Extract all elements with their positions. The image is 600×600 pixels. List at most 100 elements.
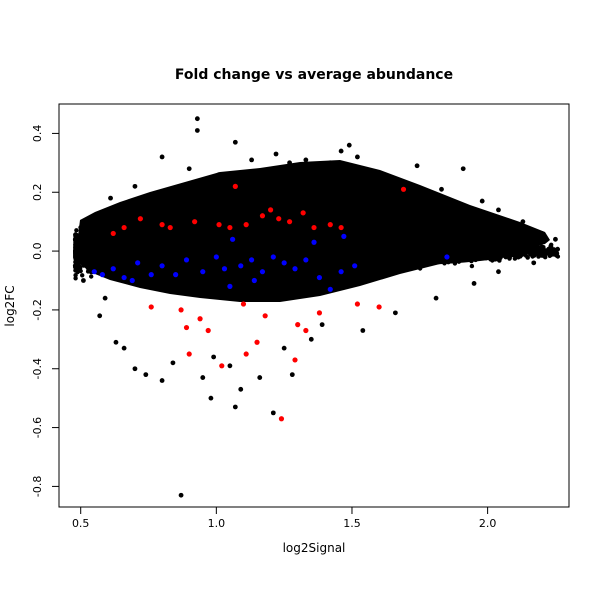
x-tick-label: 0.5 xyxy=(72,517,90,530)
data-point xyxy=(73,273,78,278)
data-point xyxy=(78,265,83,270)
down-point xyxy=(238,263,244,269)
data-point xyxy=(164,253,170,258)
data-point xyxy=(302,246,307,252)
data-point xyxy=(482,246,488,252)
bulk-cloud-layer xyxy=(72,116,561,498)
data-point xyxy=(547,248,552,253)
data-point xyxy=(210,249,215,255)
data-point xyxy=(424,238,429,244)
up-point xyxy=(327,222,333,228)
data-point xyxy=(257,375,263,380)
data-point xyxy=(146,242,151,247)
data-point xyxy=(172,260,177,265)
data-point xyxy=(231,248,237,253)
data-point xyxy=(376,175,382,180)
data-point xyxy=(390,264,395,269)
data-point xyxy=(157,234,163,239)
data-point xyxy=(533,249,539,254)
data-point xyxy=(78,248,83,253)
data-point xyxy=(95,249,100,254)
data-point xyxy=(148,231,154,236)
data-point xyxy=(238,238,244,243)
data-point xyxy=(102,242,108,247)
data-point xyxy=(78,237,84,242)
data-point xyxy=(131,222,136,227)
down-point xyxy=(281,260,287,266)
data-point xyxy=(256,244,261,249)
data-point xyxy=(184,268,189,273)
data-point xyxy=(139,267,145,272)
data-point xyxy=(408,237,414,243)
data-point xyxy=(162,239,168,244)
up-point xyxy=(243,222,249,228)
up-point xyxy=(295,322,301,328)
data-point xyxy=(281,250,286,255)
up-point xyxy=(292,357,298,363)
data-point xyxy=(369,253,374,258)
data-point xyxy=(417,266,423,271)
up-point xyxy=(186,351,192,357)
data-point xyxy=(179,227,184,232)
x-tick-label: 1.5 xyxy=(343,517,361,530)
data-point xyxy=(102,261,107,267)
data-point xyxy=(177,242,182,247)
x-axis: 0.5 1.0 1.5 2.0 xyxy=(72,506,497,530)
data-point xyxy=(89,257,94,263)
up-point xyxy=(243,351,249,357)
data-point xyxy=(132,366,138,372)
data-point xyxy=(278,237,283,243)
data-point xyxy=(364,230,369,236)
data-point xyxy=(78,225,84,230)
data-point xyxy=(225,247,230,252)
down-point xyxy=(110,266,116,272)
data-point xyxy=(375,257,380,262)
data-point xyxy=(209,222,214,227)
data-point xyxy=(253,235,259,240)
data-point xyxy=(278,242,283,247)
data-point xyxy=(402,256,407,262)
data-point xyxy=(192,269,197,274)
data-point xyxy=(292,258,298,263)
data-point xyxy=(479,243,484,248)
data-point xyxy=(406,261,411,266)
data-point xyxy=(334,236,340,242)
data-point xyxy=(281,244,287,249)
data-point xyxy=(97,235,102,241)
data-point xyxy=(232,242,237,247)
data-point xyxy=(411,251,417,256)
data-point xyxy=(525,255,530,260)
up-point xyxy=(167,224,173,231)
data-point xyxy=(92,256,98,261)
data-point xyxy=(415,236,420,241)
data-point xyxy=(143,238,149,243)
data-point xyxy=(92,245,98,251)
data-point xyxy=(91,233,96,239)
data-point xyxy=(293,237,298,242)
data-point xyxy=(372,253,378,258)
data-point xyxy=(78,231,84,237)
x-tick-label: 2.0 xyxy=(479,517,497,530)
data-point xyxy=(117,271,123,276)
down-point xyxy=(135,260,141,266)
data-point xyxy=(462,238,467,244)
data-point xyxy=(368,262,373,267)
data-point xyxy=(453,245,458,251)
x-axis-label: log2Signal xyxy=(283,541,346,555)
data-point xyxy=(359,238,364,243)
data-point xyxy=(140,239,145,244)
up-point xyxy=(338,224,344,231)
up-point xyxy=(216,222,222,228)
data-point xyxy=(327,236,332,241)
data-point xyxy=(170,267,175,272)
data-point xyxy=(104,249,110,254)
up-point xyxy=(300,210,306,216)
data-point xyxy=(384,240,389,245)
data-point xyxy=(192,252,198,257)
data-point xyxy=(78,268,83,274)
data-point xyxy=(180,265,185,270)
data-point xyxy=(312,257,317,262)
y-axis-label: log2FC xyxy=(3,285,17,326)
data-point xyxy=(99,244,104,249)
data-point xyxy=(487,242,492,248)
